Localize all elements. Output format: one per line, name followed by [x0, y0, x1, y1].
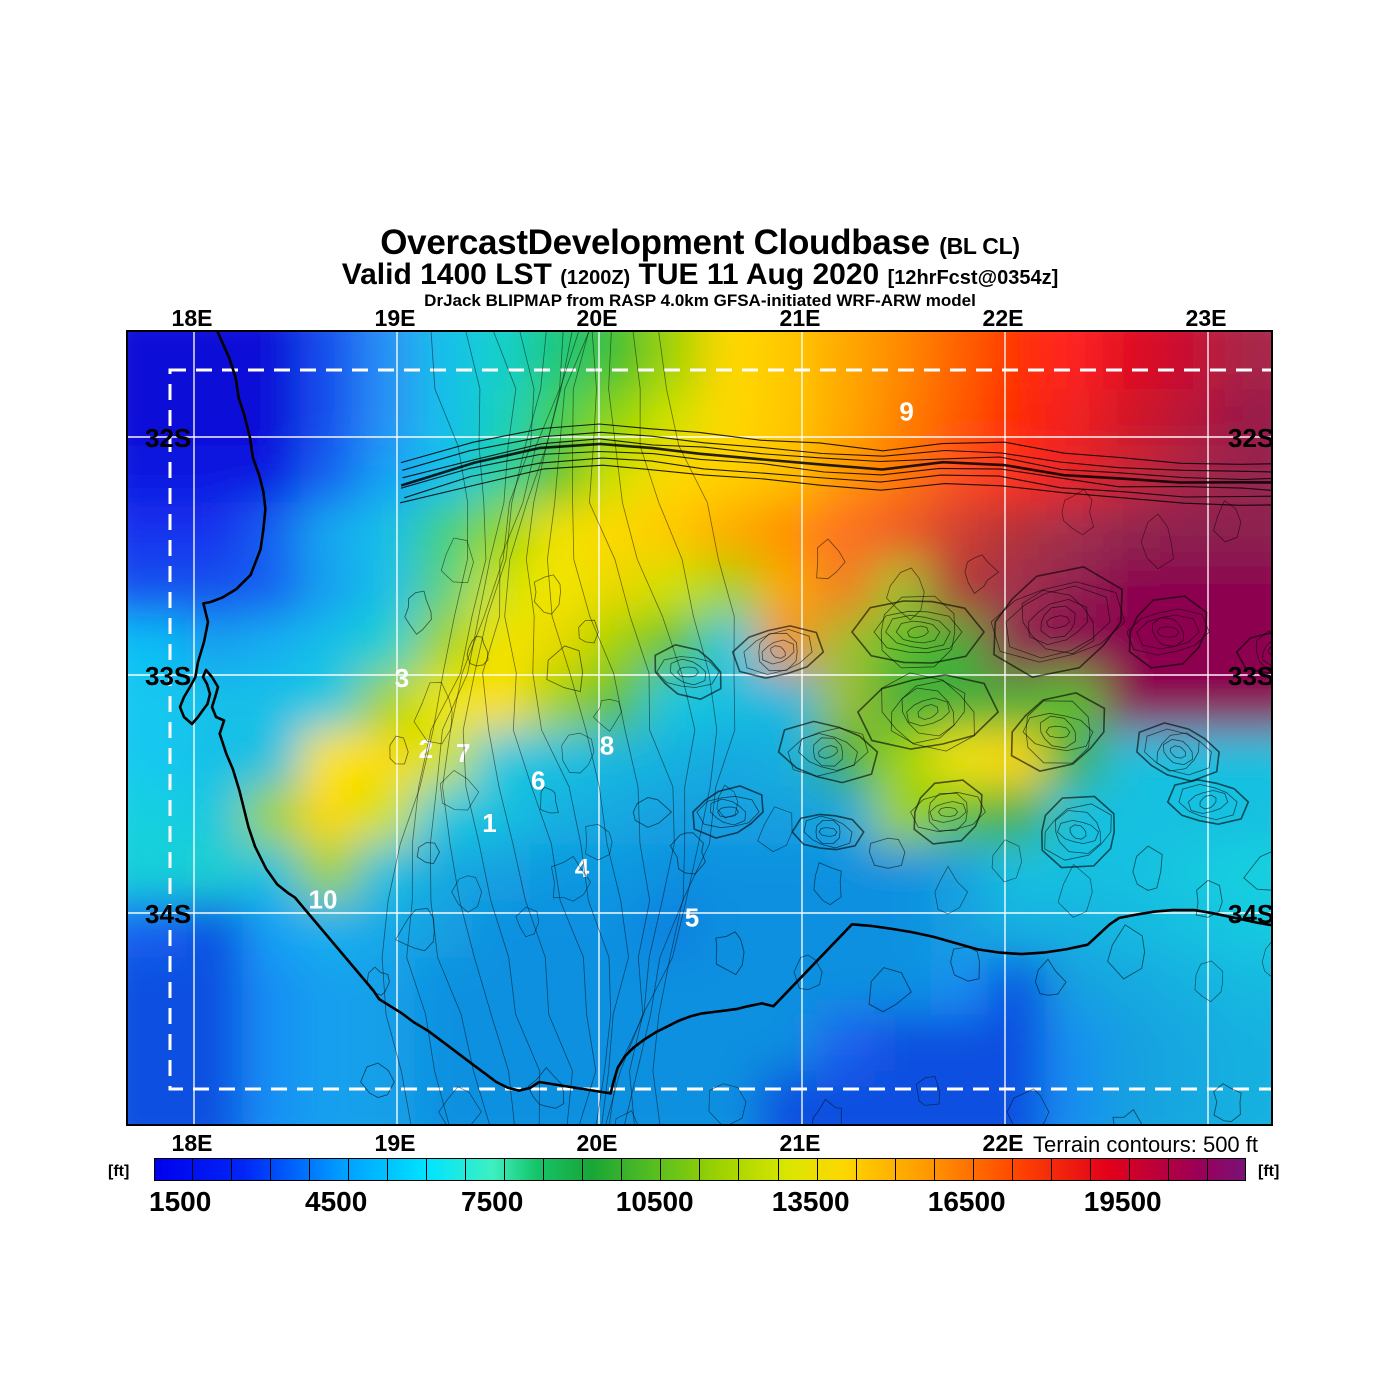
- svg-text:8: 8: [600, 731, 614, 761]
- svg-text:34S: 34S: [145, 899, 191, 929]
- svg-text:9: 9: [899, 397, 913, 427]
- svg-text:1: 1: [482, 808, 496, 838]
- svg-text:33S: 33S: [145, 661, 191, 691]
- svg-text:5: 5: [685, 903, 699, 933]
- svg-text:33S: 33S: [1228, 661, 1273, 691]
- svg-text:7: 7: [456, 738, 470, 768]
- svg-text:32S: 32S: [1228, 423, 1273, 453]
- svg-text:32S: 32S: [145, 423, 191, 453]
- svg-text:3: 3: [395, 663, 409, 693]
- svg-text:10: 10: [309, 885, 338, 915]
